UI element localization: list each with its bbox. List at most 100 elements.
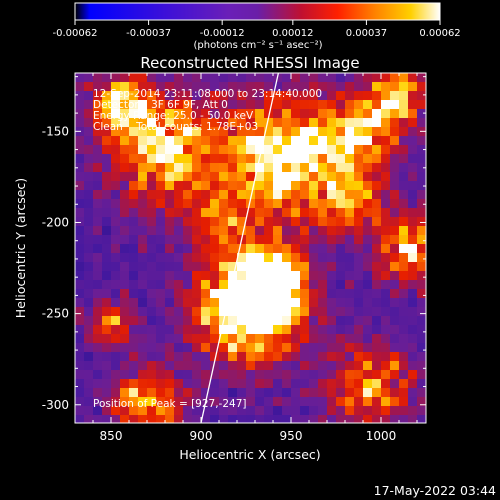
heatmap-cell <box>300 262 309 271</box>
heatmap-cell <box>228 289 237 298</box>
heatmap-cell <box>336 370 345 379</box>
heatmap-cell <box>174 73 183 82</box>
heatmap-cell <box>408 154 417 163</box>
heatmap-cell <box>93 334 102 343</box>
heatmap-cell <box>309 271 318 280</box>
heatmap-cell <box>381 379 390 388</box>
heatmap-cell <box>309 406 318 415</box>
heatmap-cell <box>174 361 183 370</box>
heatmap-cell <box>246 73 255 82</box>
heatmap-cell <box>273 325 282 334</box>
heatmap-cell <box>354 343 363 352</box>
heatmap-cell <box>300 190 309 199</box>
heatmap-cell <box>156 370 165 379</box>
heatmap-cell <box>192 118 201 127</box>
heatmap-cell <box>408 262 417 271</box>
heatmap-cell <box>201 379 210 388</box>
heatmap-cell <box>120 82 129 91</box>
heatmap-cell <box>363 82 372 91</box>
heatmap-cell <box>363 289 372 298</box>
heatmap-cell <box>345 136 354 145</box>
heatmap-cell <box>219 253 228 262</box>
heatmap-cell <box>228 244 237 253</box>
heatmap-cell <box>102 325 111 334</box>
heatmap-cell <box>228 235 237 244</box>
heatmap-cell <box>165 406 174 415</box>
heatmap-cell <box>147 298 156 307</box>
heatmap-cell <box>318 235 327 244</box>
heatmap-cell <box>363 298 372 307</box>
heatmap-cell <box>129 100 138 109</box>
heatmap-cell <box>408 73 417 82</box>
heatmap-cell <box>183 235 192 244</box>
heatmap-cell <box>93 271 102 280</box>
heatmap-cell <box>363 172 372 181</box>
heatmap-cell <box>129 145 138 154</box>
heatmap-cell <box>282 181 291 190</box>
heatmap-cell <box>111 190 120 199</box>
heatmap-cell <box>102 415 111 423</box>
heatmap-cell <box>156 82 165 91</box>
heatmap-cell <box>156 262 165 271</box>
heatmap-cell <box>390 352 399 361</box>
heatmap-cell <box>228 136 237 145</box>
heatmap-cell <box>84 289 93 298</box>
heatmap-cell <box>192 343 201 352</box>
heatmap-cell <box>156 307 165 316</box>
heatmap-cell <box>129 235 138 244</box>
heatmap-cell <box>399 82 408 91</box>
heatmap-cell <box>75 82 84 91</box>
heatmap-cell <box>165 136 174 145</box>
heatmap-cell <box>75 118 84 127</box>
heatmap-cell <box>354 289 363 298</box>
heatmap-cell <box>138 307 147 316</box>
heatmap-cell <box>318 289 327 298</box>
heatmap-cell <box>318 199 327 208</box>
heatmap-cell <box>183 136 192 145</box>
heatmap-cell <box>381 82 390 91</box>
heatmap-cell <box>138 127 147 136</box>
heatmap-cell <box>219 172 228 181</box>
heatmap-cell <box>381 199 390 208</box>
heatmap-cell <box>327 235 336 244</box>
heatmap-cell <box>363 262 372 271</box>
heatmap-cell <box>336 100 345 109</box>
heatmap-cell <box>399 127 408 136</box>
heatmap-cell <box>363 235 372 244</box>
heatmap-cell <box>255 388 264 397</box>
heatmap-cell <box>372 379 381 388</box>
heatmap-cell <box>354 91 363 100</box>
heatmap-cell <box>273 406 282 415</box>
heatmap-cell <box>363 361 372 370</box>
heatmap-cell <box>264 397 273 406</box>
heatmap-cell <box>111 316 120 325</box>
heatmap-cell <box>219 415 228 423</box>
heatmap-cell <box>354 73 363 82</box>
heatmap-cell <box>309 136 318 145</box>
heatmap-cell <box>147 235 156 244</box>
heatmap-cell <box>210 190 219 199</box>
heatmap-cell <box>381 361 390 370</box>
heatmap-cell <box>183 325 192 334</box>
heatmap-cell <box>372 82 381 91</box>
heatmap-cell <box>183 118 192 127</box>
heatmap-cell <box>345 253 354 262</box>
heatmap-cell <box>255 352 264 361</box>
heatmap-cell <box>237 244 246 253</box>
heatmap-cell <box>291 397 300 406</box>
heatmap-cell <box>111 415 120 423</box>
heatmap-cell <box>354 415 363 423</box>
heatmap-cell <box>282 109 291 118</box>
heatmap-cell <box>309 325 318 334</box>
heatmap-cell <box>282 82 291 91</box>
heatmap-cell <box>228 226 237 235</box>
heatmap-cell <box>129 379 138 388</box>
heatmap-cell <box>327 154 336 163</box>
heatmap-cell <box>84 334 93 343</box>
heatmap-cell <box>237 208 246 217</box>
heatmap-cell <box>138 253 147 262</box>
heatmap-cell <box>147 271 156 280</box>
heatmap-cell <box>102 73 111 82</box>
annotation-algorithm: Clean Total counts: 1.78E+03 <box>93 121 258 133</box>
